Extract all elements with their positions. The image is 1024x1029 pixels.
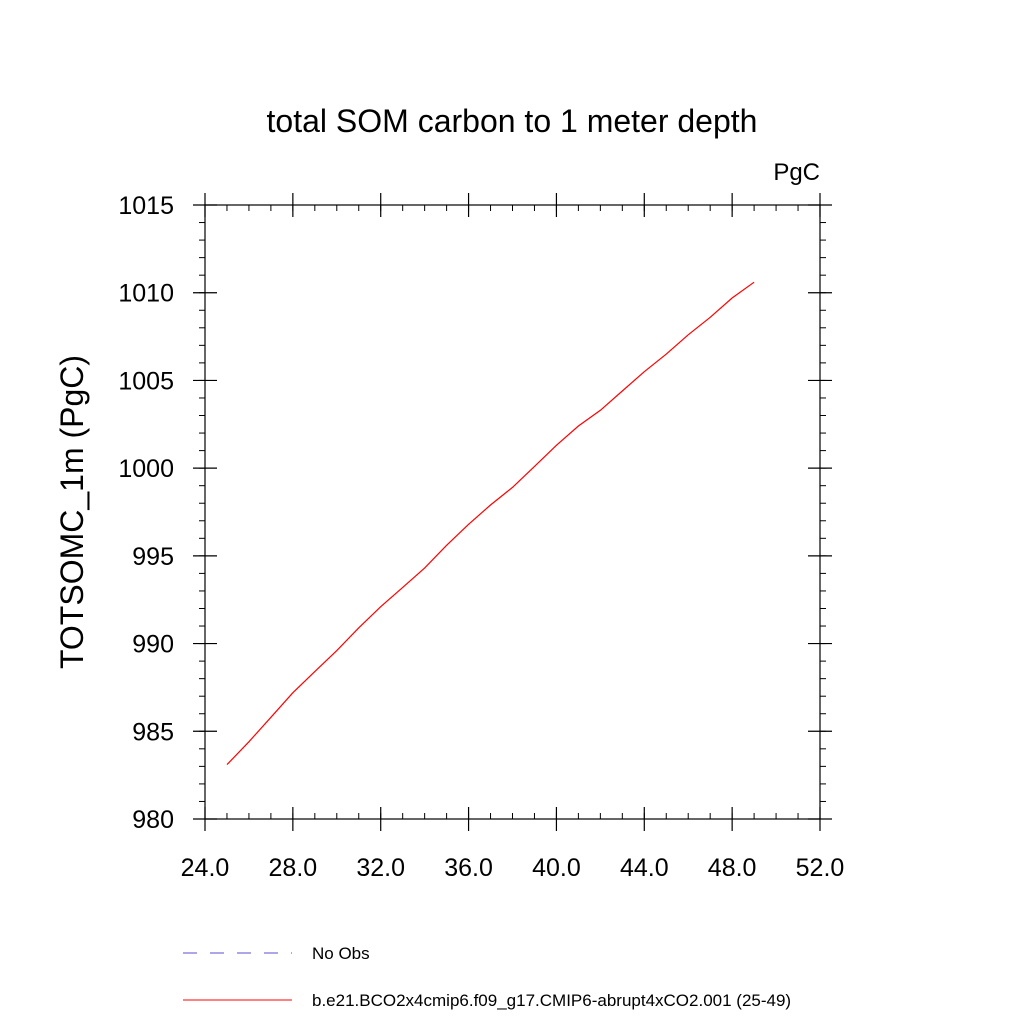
plot-frame: [204, 204, 821, 820]
legend: No Obs b.e21.BCO2x4cmip6.f09_g17.CMIP6-ab…: [183, 944, 791, 1010]
y-tick-label: 1015: [118, 192, 174, 220]
x-tick-label: 24.0: [181, 854, 230, 882]
y-tick-label: 985: [132, 718, 174, 746]
y-tick-label: 995: [132, 543, 174, 571]
y-tick-label: 990: [132, 631, 174, 659]
x-tick-label: 44.0: [620, 854, 669, 882]
chart-title: total SOM carbon to 1 meter depth: [267, 103, 758, 139]
x-tick-label: 40.0: [532, 854, 581, 882]
y-tick-label: 980: [132, 806, 174, 834]
y-tick-label: 1000: [118, 455, 174, 483]
plot-series: [226, 281, 755, 766]
axes: 24.0 28.0 32.0 36.0 40.0 44.0 48.0 52.0 980 985 99…: [118, 192, 844, 882]
x-tick-label: 52.0: [796, 854, 845, 882]
units-label: PgC: [773, 159, 820, 186]
x-tick-label: 48.0: [708, 854, 757, 882]
x-tick-label: 36.0: [444, 854, 493, 882]
series-line: [226, 281, 755, 766]
y-axis-label: TOTSOMC_1m (PgC): [54, 355, 90, 669]
legend-label: b.e21.BCO2x4cmip6.f09_g17.CMIP6-abrupt4x…: [312, 991, 791, 1010]
x-tick-label: 28.0: [269, 854, 318, 882]
legend-label: No Obs: [312, 944, 370, 963]
y-tick-label: 1010: [118, 280, 174, 308]
x-tick-label: 32.0: [356, 854, 405, 882]
y-tick-label: 1005: [118, 367, 174, 395]
